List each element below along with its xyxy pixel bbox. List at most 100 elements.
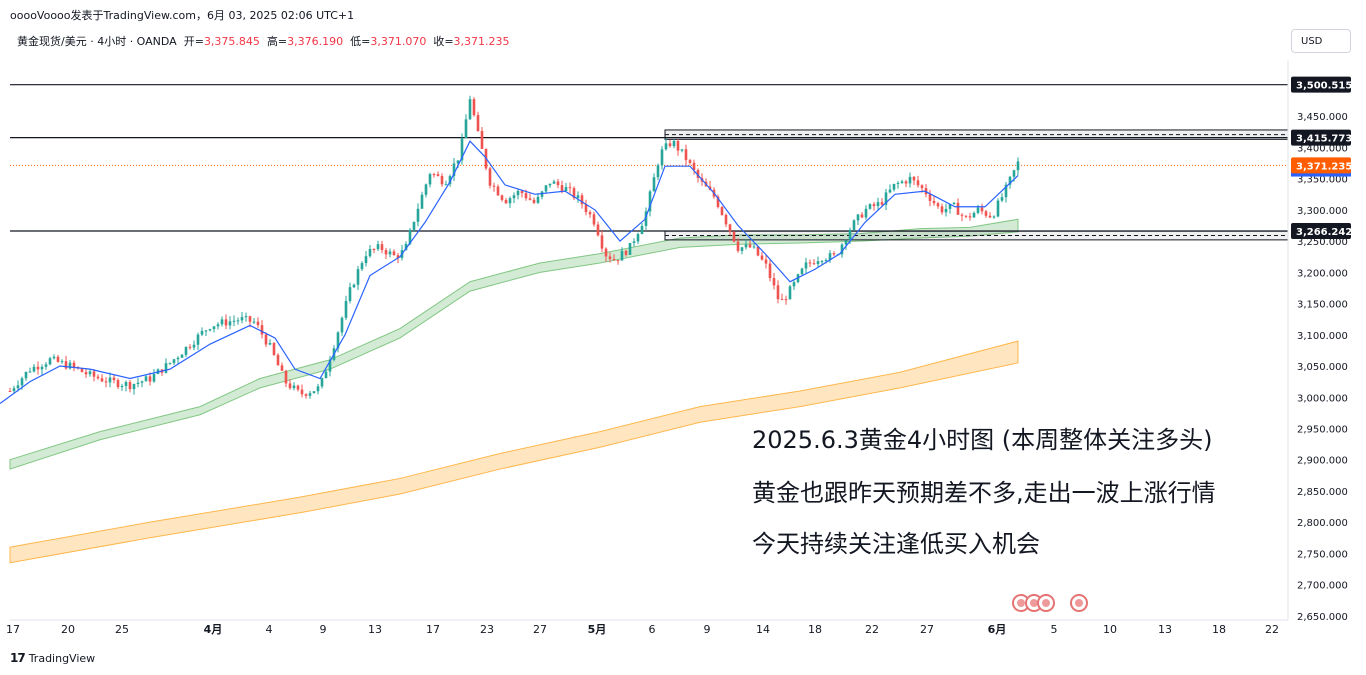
- x-tick-label: 18: [1212, 623, 1226, 636]
- level-price-tag-0-bg: [1291, 76, 1351, 93]
- candle-body: [932, 200, 936, 204]
- candle-body: [248, 316, 252, 322]
- candle-body: [676, 141, 680, 151]
- y-tick-label: 3,400.000: [1297, 143, 1348, 154]
- candle-body: [392, 251, 396, 256]
- candle-body: [48, 358, 52, 365]
- footer-brand[interactable]: TradingView: [28, 651, 96, 665]
- candle-body: [496, 186, 500, 196]
- level-price-tag-0: 3,500.515: [1296, 81, 1352, 92]
- annotation-line-2: 黄金也跟昨天预期差不多,走出一波上涨行情: [752, 479, 1216, 507]
- candle-body: [140, 381, 144, 383]
- ohlc-low: 低=3,371.070: [350, 35, 427, 48]
- candle-body: [296, 385, 300, 390]
- symbol-name[interactable]: 黄金现货/美元 · 4小时 · OANDA: [17, 35, 177, 48]
- currency-button[interactable]: USD: [1291, 29, 1351, 53]
- candle-body: [576, 195, 580, 198]
- candle-body: [112, 377, 116, 381]
- candle-body: [940, 206, 944, 213]
- candle-body: [668, 143, 672, 147]
- candle-body: [604, 248, 608, 257]
- candle-body: [20, 378, 24, 386]
- candle-body: [244, 316, 248, 318]
- x-tick-label: 17: [426, 623, 440, 636]
- candle-body: [804, 262, 808, 269]
- candle-body: [16, 385, 20, 389]
- candle-body: [212, 326, 216, 330]
- candle-body: [164, 363, 168, 373]
- candle-body: [720, 207, 724, 215]
- candle-body: [616, 260, 620, 262]
- candle-body: [652, 177, 656, 192]
- candle-body: [88, 371, 92, 375]
- current-price-tag: 3,371.235: [1296, 161, 1352, 172]
- candle-body: [340, 317, 344, 333]
- candle-body: [208, 329, 212, 331]
- candle-body: [860, 214, 864, 218]
- x-tick-label: 17: [6, 623, 20, 636]
- candle-body: [528, 198, 532, 200]
- candle-body: [596, 224, 600, 236]
- y-tick-label: 3,200.000: [1297, 268, 1348, 279]
- candle-body: [908, 176, 912, 184]
- economic-event-flag-dot: [1075, 599, 1083, 607]
- candle-body: [568, 187, 572, 189]
- level-price-tag-1-bg: [1291, 129, 1351, 146]
- candle-body: [748, 244, 752, 248]
- candle-body: [348, 287, 352, 302]
- candle-body: [476, 115, 480, 132]
- candle-body: [516, 190, 520, 196]
- candle-body: [572, 188, 576, 198]
- candle-body: [600, 235, 604, 249]
- candle-body: [56, 356, 60, 362]
- candle-body: [288, 383, 292, 389]
- y-tick-label: 2,850.000: [1297, 487, 1348, 498]
- symbol-legend: 黄金现货/美元 · 4小时 · OANDA 开=3,375.845 高=3,37…: [17, 33, 510, 49]
- publisher-line: ooooVoooo发表于TradingView.com，6月 03, 2025 …: [10, 9, 355, 22]
- y-tick-label: 2,700.000: [1297, 581, 1348, 592]
- y-tick-label: 3,150.000: [1297, 300, 1348, 311]
- candle-body: [472, 99, 476, 116]
- candle-body: [200, 331, 204, 335]
- candle-body: [100, 378, 104, 382]
- ohlc-high: 高=3,376.190: [266, 35, 344, 48]
- candle-body: [544, 185, 548, 192]
- tradingview-logo-icon[interactable]: 17: [10, 651, 26, 665]
- candle-body: [128, 382, 132, 390]
- x-tick-label: 23: [480, 623, 494, 636]
- candle-body: [876, 202, 880, 207]
- candle-body: [868, 204, 872, 209]
- candle-body: [468, 99, 472, 120]
- price-chart[interactable]: 3,450.000 3,400.000 3,350.000 3,300.000 3,25…: [0, 0, 1366, 645]
- candle-body: [456, 160, 460, 164]
- candle-body: [464, 119, 468, 139]
- candle-body: [960, 214, 964, 216]
- candle-body: [292, 385, 296, 389]
- y-tick-label: 3,300.000: [1297, 206, 1348, 217]
- candle-body: [396, 255, 400, 258]
- candle-body: [356, 269, 360, 285]
- candle-body: [896, 182, 900, 184]
- y-tick-label: 3,050.000: [1297, 362, 1348, 373]
- candle-body: [372, 248, 376, 250]
- candle-body: [776, 285, 780, 300]
- candle-body: [368, 248, 372, 257]
- candle-body: [196, 334, 200, 345]
- candle-body: [328, 359, 332, 372]
- candle-body: [324, 371, 328, 379]
- candle-body: [52, 356, 56, 359]
- candle-body: [252, 321, 256, 323]
- candle-body: [996, 200, 1000, 217]
- candle-body: [256, 321, 260, 326]
- y-tick-label: 3,250.000: [1297, 237, 1348, 248]
- candle-body: [304, 394, 308, 396]
- candle-body: [488, 168, 492, 186]
- candle-body: [448, 176, 452, 185]
- x-tick-label: 5月: [588, 623, 607, 636]
- ohlc-close: 收=3,371.235: [433, 35, 510, 48]
- candle-body: [36, 366, 40, 370]
- candle-body: [656, 165, 660, 178]
- x-tick-label: 4月: [204, 623, 223, 636]
- candle-body: [920, 185, 924, 189]
- candle-body: [108, 377, 112, 383]
